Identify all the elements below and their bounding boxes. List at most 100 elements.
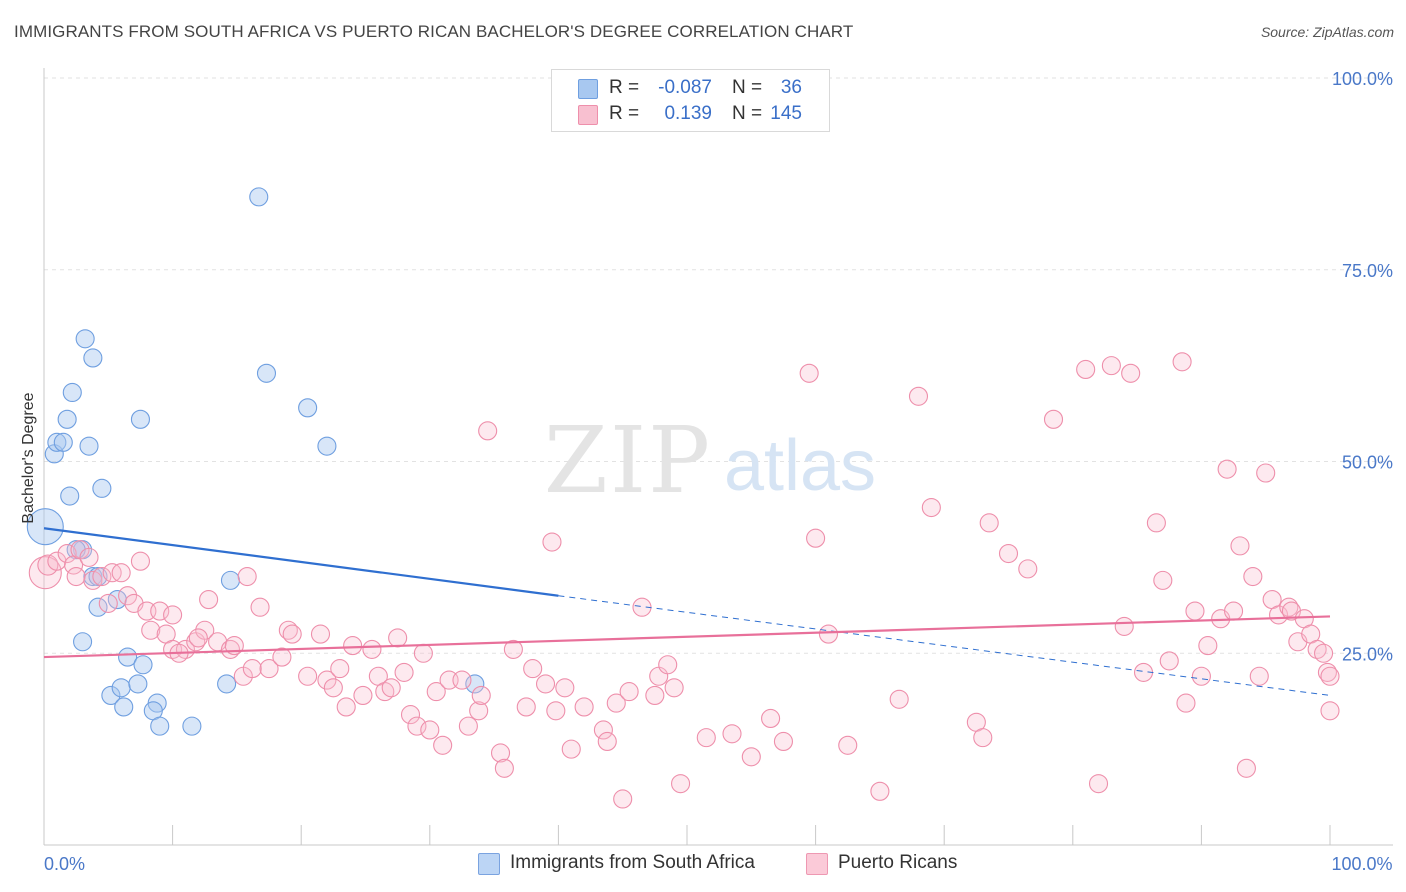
n-value: 36 <box>780 77 802 98</box>
point-puerto-ricans <box>188 628 208 648</box>
point-puerto-ricans <box>1314 643 1334 663</box>
point-puerto-ricans <box>671 774 691 794</box>
r-value: -0.087 <box>658 77 712 98</box>
point-puerto-ricans <box>574 697 594 717</box>
point-puerto-ricans <box>503 639 523 659</box>
point-south-africa <box>130 409 150 429</box>
point-puerto-ricans <box>1018 559 1038 579</box>
point-puerto-ricans <box>1256 463 1276 483</box>
point-puerto-ricans <box>471 685 491 705</box>
point-puerto-ricans <box>1217 459 1237 479</box>
point-puerto-ricans <box>452 670 472 690</box>
point-south-africa <box>92 478 112 498</box>
point-puerto-ricans <box>1230 536 1250 556</box>
point-south-africa <box>111 678 131 698</box>
point-puerto-ricans <box>561 739 581 759</box>
point-puerto-ricans <box>516 697 536 717</box>
r-value: 0.139 <box>664 103 712 124</box>
point-puerto-ricans <box>838 735 858 755</box>
watermark-atlas: atlas <box>724 426 876 506</box>
point-puerto-ricans <box>799 363 819 383</box>
point-puerto-ricans <box>1121 363 1141 383</box>
point-puerto-ricans <box>542 532 562 552</box>
point-puerto-ricans <box>1249 666 1269 686</box>
point-puerto-ricans <box>908 386 929 406</box>
point-puerto-ricans <box>664 678 684 698</box>
point-puerto-ricans <box>645 685 665 705</box>
point-south-africa <box>298 398 318 418</box>
point-puerto-ricans <box>310 624 331 644</box>
point-puerto-ricans <box>469 701 489 721</box>
point-puerto-ricans <box>330 659 350 679</box>
point-south-africa <box>47 432 67 452</box>
legend-row-south-africa: R = -0.087 N = 36 <box>552 75 829 101</box>
point-puerto-ricans <box>66 566 86 587</box>
r-label: R = <box>609 77 640 98</box>
point-puerto-ricans <box>57 543 77 564</box>
point-south-africa <box>57 409 77 429</box>
point-puerto-ricans <box>118 586 138 606</box>
point-puerto-ricans <box>1320 701 1340 721</box>
point-puerto-ricans <box>613 789 633 809</box>
point-south-africa <box>317 436 337 456</box>
points <box>26 187 1340 809</box>
point-puerto-ricans <box>407 716 427 736</box>
point-puerto-ricans <box>37 554 59 576</box>
point-puerto-ricans <box>317 670 337 690</box>
point-puerto-ricans <box>242 659 262 679</box>
point-puerto-ricans <box>1172 352 1192 372</box>
point-puerto-ricans <box>1191 666 1211 686</box>
point-south-africa <box>256 363 277 383</box>
x-tick-label: 100.0% <box>1331 854 1392 874</box>
point-south-africa <box>60 486 80 506</box>
point-south-africa <box>101 685 121 705</box>
point-puerto-ricans <box>381 678 401 698</box>
point-puerto-ricans <box>259 659 279 679</box>
point-south-africa <box>83 348 103 368</box>
point-puerto-ricans <box>806 528 826 548</box>
point-puerto-ricans <box>278 620 298 640</box>
point-puerto-ricans <box>458 716 478 736</box>
point-puerto-ricans <box>323 678 343 698</box>
point-puerto-ricans <box>1043 409 1064 429</box>
source-label: Source: ZipAtlas.com <box>1260 24 1394 40</box>
trend-lines <box>43 527 1331 696</box>
point-puerto-ricans <box>606 693 626 713</box>
point-south-africa <box>128 674 148 694</box>
tick-labels: 100.0% 75.0% 50.0% 25.0% 0.0% 100.0% <box>44 69 1393 874</box>
point-puerto-ricans <box>1243 566 1263 587</box>
point-south-africa <box>133 655 153 675</box>
point-puerto-ricans <box>1076 359 1096 380</box>
point-south-africa <box>79 436 99 456</box>
point-puerto-ricans <box>555 678 575 698</box>
point-puerto-ricans <box>336 697 356 717</box>
point-puerto-ricans <box>141 620 161 640</box>
point-south-africa <box>150 716 170 736</box>
point-puerto-ricans <box>494 758 514 778</box>
point-puerto-ricans <box>420 720 440 740</box>
point-puerto-ricans <box>130 551 150 571</box>
point-south-africa <box>220 570 241 590</box>
point-puerto-ricans <box>79 547 99 567</box>
point-puerto-ricans <box>362 639 382 659</box>
point-puerto-ricans <box>546 701 566 721</box>
point-puerto-ricans <box>413 643 433 663</box>
point-puerto-ricans <box>195 620 215 640</box>
point-puerto-ricans <box>298 666 318 686</box>
chart-title: IMMIGRANTS FROM SOUTH AFRICA VS PUERTO R… <box>14 22 854 41</box>
point-puerto-ricans <box>1320 666 1340 686</box>
legend-swatch-blue <box>478 853 500 875</box>
point-puerto-ricans <box>870 781 890 801</box>
point-south-africa <box>118 647 138 667</box>
point-puerto-ricans <box>433 735 453 755</box>
point-puerto-ricans <box>1269 605 1289 625</box>
point-puerto-ricans <box>1236 758 1256 778</box>
n-label: N = <box>732 103 763 124</box>
point-puerto-ricans <box>973 728 993 748</box>
point-puerto-ricans <box>535 674 556 694</box>
point-puerto-ricans <box>1176 693 1196 713</box>
n-label: N = <box>732 77 763 98</box>
legend-swatch-pink <box>806 853 828 875</box>
legend-swatch-blue <box>578 79 598 99</box>
